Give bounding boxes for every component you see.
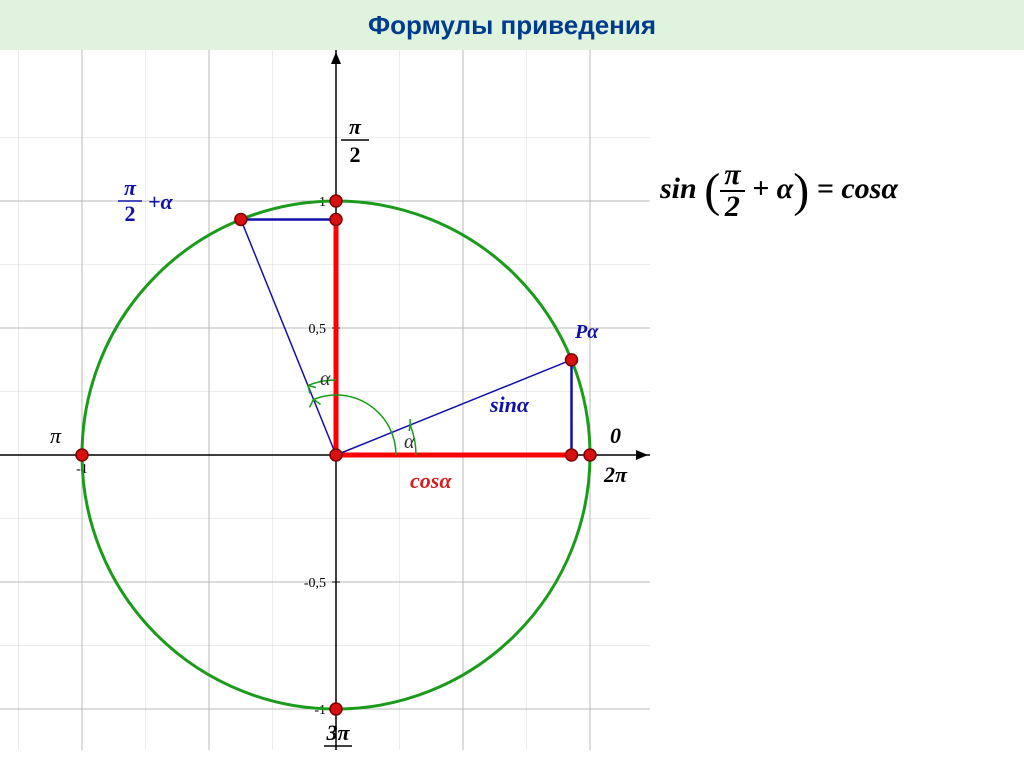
reduction-formula: sin ( π 2 + α) = cosα bbox=[660, 172, 898, 205]
svg-text:π: π bbox=[124, 175, 137, 200]
header-bar: Формулы приведения bbox=[0, 0, 1024, 50]
denominator: 2 bbox=[720, 192, 744, 222]
page-title: Формулы приведения bbox=[368, 10, 656, 41]
svg-text:sinα: sinα bbox=[489, 392, 530, 417]
svg-text:π: π bbox=[349, 114, 362, 139]
content-area: 10,5-0,5-1-1π23π2π02ππ2+αsinαPαcosααα si… bbox=[0, 50, 1024, 750]
equals-result: = cosα bbox=[817, 172, 898, 205]
svg-text:3π: 3π bbox=[325, 720, 350, 745]
svg-text:2: 2 bbox=[333, 748, 344, 750]
svg-text:Pα: Pα bbox=[574, 321, 599, 343]
rparen: ) bbox=[793, 169, 809, 212]
unit-circle-chart: 10,5-0,5-1-1π23π2π02ππ2+αsinαPαcosααα bbox=[0, 50, 650, 750]
numerator: π bbox=[720, 160, 744, 192]
fn-sin: sin bbox=[660, 172, 697, 205]
svg-text:π: π bbox=[50, 423, 62, 448]
frac-pi-over-2: π 2 bbox=[720, 160, 744, 222]
svg-text:0: 0 bbox=[610, 423, 621, 448]
svg-text:2: 2 bbox=[350, 142, 361, 167]
lparen: ( bbox=[704, 169, 720, 212]
svg-text:+α: +α bbox=[148, 189, 174, 214]
formula-area: sin ( π 2 + α) = cosα bbox=[650, 50, 898, 750]
plus-alpha: + α bbox=[752, 172, 793, 205]
svg-text:2π: 2π bbox=[603, 462, 628, 487]
svg-text:-1: -1 bbox=[314, 703, 326, 718]
svg-text:α: α bbox=[404, 431, 415, 453]
svg-text:0,5: 0,5 bbox=[309, 322, 327, 337]
svg-text:cosα: cosα bbox=[410, 468, 452, 493]
svg-text:α: α bbox=[320, 368, 331, 390]
chart-svg: 10,5-0,5-1-1π23π2π02ππ2+αsinαPαcosααα bbox=[0, 50, 650, 750]
svg-text:-0,5: -0,5 bbox=[304, 576, 326, 591]
svg-text:2: 2 bbox=[125, 201, 136, 226]
